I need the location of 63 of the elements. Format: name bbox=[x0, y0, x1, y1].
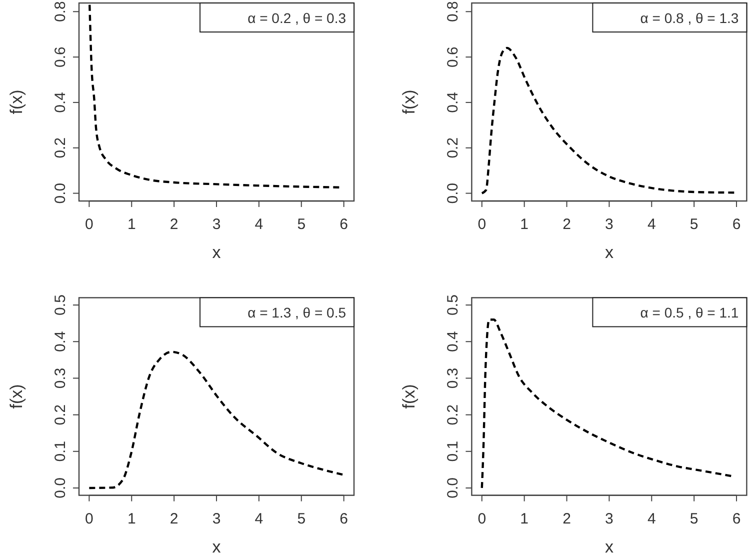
y-axis-title: f(x) bbox=[400, 384, 419, 409]
y-tick-label: 0.8 bbox=[52, 1, 69, 22]
annotation: α = 0.2 , θ = 0.3 bbox=[248, 10, 346, 26]
y-tick-label: 0.2 bbox=[444, 137, 462, 158]
y-tick-label: 0.1 bbox=[52, 440, 69, 462]
x-tick-label: 1 bbox=[520, 216, 528, 233]
y-tick-label: 0.2 bbox=[52, 137, 69, 158]
x-tick-label: 1 bbox=[520, 510, 528, 528]
x-tick-label: 2 bbox=[562, 216, 571, 233]
y-tick-label: 0.3 bbox=[444, 368, 462, 389]
x-tick-label: 0 bbox=[85, 510, 94, 528]
y-tick-label: 0.0 bbox=[52, 182, 69, 204]
x-tick-label: 3 bbox=[212, 216, 221, 233]
y-axis-title: f(x) bbox=[400, 90, 419, 114]
y-tick-label: 0.2 bbox=[52, 404, 69, 426]
y-tick-label: 0.4 bbox=[444, 92, 462, 113]
x-tick-label: 0 bbox=[478, 216, 486, 233]
x-axis-title: x bbox=[212, 243, 222, 262]
x-tick-label: 0 bbox=[478, 510, 486, 528]
x-axis-title: x bbox=[604, 537, 614, 553]
annotation: α = 0.8 , θ = 1.3 bbox=[640, 10, 739, 26]
y-tick-label: 0.4 bbox=[52, 331, 69, 352]
y-tick-label: 0.5 bbox=[52, 294, 69, 316]
x-tick-label: 4 bbox=[254, 510, 264, 528]
x-tick-label: 3 bbox=[212, 510, 221, 528]
x-tick-label: 5 bbox=[690, 216, 698, 233]
y-tick-label: 0.5 bbox=[444, 294, 462, 316]
x-tick-label: 5 bbox=[297, 510, 306, 528]
y-tick-label: 0.6 bbox=[52, 46, 69, 68]
x-axis-title: x bbox=[604, 243, 614, 262]
x-tick-label: 4 bbox=[254, 216, 264, 233]
y-tick-label: 0.0 bbox=[52, 478, 69, 498]
x-tick-label: 1 bbox=[127, 510, 136, 528]
x-tick-label: 2 bbox=[170, 216, 178, 233]
x-tick-label: 4 bbox=[647, 216, 656, 233]
x-tick-label: 3 bbox=[605, 216, 614, 233]
y-tick-label: 0.0 bbox=[444, 182, 462, 204]
x-tick-label: 6 bbox=[340, 216, 348, 233]
y-tick-label: 0.6 bbox=[444, 46, 462, 68]
y-tick-label: 0.3 bbox=[52, 368, 69, 389]
annotation: α = 1.3 , θ = 0.5 bbox=[248, 304, 346, 321]
x-tick-label: 3 bbox=[605, 510, 614, 528]
x-tick-label: 2 bbox=[170, 510, 178, 528]
x-tick-label: 6 bbox=[732, 510, 741, 528]
x-tick-label: 0 bbox=[85, 216, 94, 233]
x-tick-label: 1 bbox=[127, 216, 136, 233]
y-tick-label: 0.0 bbox=[444, 478, 462, 498]
y-tick-label: 0.2 bbox=[444, 404, 462, 426]
x-tick-label: 4 bbox=[647, 510, 656, 528]
x-tick-label: 6 bbox=[340, 510, 348, 528]
x-tick-label: 5 bbox=[297, 216, 306, 233]
y-tick-label: 0.4 bbox=[52, 92, 69, 113]
y-tick-label: 0.1 bbox=[444, 440, 462, 462]
y-tick-label: 0.8 bbox=[444, 1, 462, 22]
x-axis-title: x bbox=[212, 537, 222, 553]
x-tick-label: 6 bbox=[732, 216, 741, 233]
y-tick-label: 0.4 bbox=[444, 331, 462, 352]
x-tick-label: 5 bbox=[690, 510, 698, 528]
y-axis-title: f(x) bbox=[7, 90, 26, 114]
annotation: α = 0.5 , θ = 1.1 bbox=[640, 304, 739, 321]
x-tick-label: 2 bbox=[562, 510, 571, 528]
y-axis-title: f(x) bbox=[7, 384, 26, 409]
line-series bbox=[88, 350, 345, 490]
